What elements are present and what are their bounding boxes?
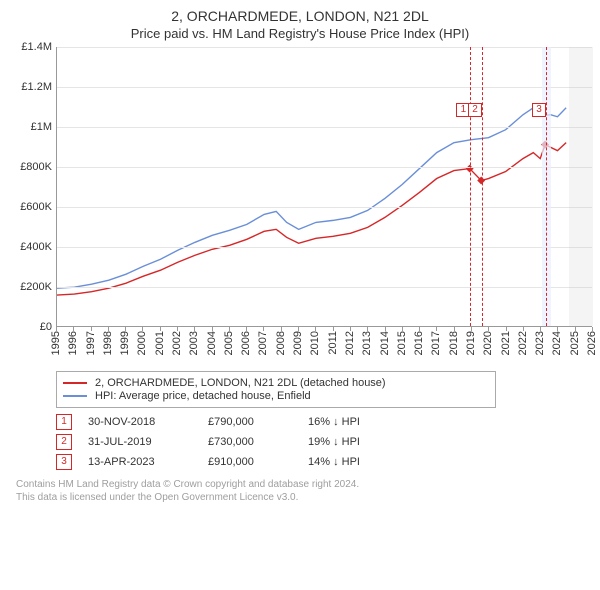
sale-marker-label: 3	[532, 103, 546, 117]
sale-number-box: 1	[56, 414, 72, 430]
y-tick-label: £1.4M	[21, 41, 52, 53]
sale-vline	[546, 47, 547, 326]
x-tick-label: 2008	[275, 331, 287, 355]
x-tick-label: 2000	[136, 331, 148, 355]
legend-swatch	[63, 395, 87, 397]
x-tick-label: 2021	[500, 331, 512, 355]
footnote-line1: Contains HM Land Registry data © Crown c…	[16, 479, 359, 490]
sale-date: 13-APR-2023	[88, 456, 208, 468]
x-tick-label: 2007	[257, 331, 269, 355]
sale-date: 30-NOV-2018	[88, 416, 208, 428]
gridline	[57, 47, 592, 48]
sales-table: 1 30-NOV-2018£790,00016% ↓ HPI 2 31-JUL-201…	[56, 414, 592, 470]
gridline	[57, 287, 592, 288]
sale-date: 31-JUL-2019	[88, 436, 208, 448]
gridline	[57, 127, 592, 128]
title-subtitle: Price paid vs. HM Land Registry's House …	[8, 26, 592, 41]
x-tick-label: 2011	[327, 331, 339, 355]
legend: 2, ORCHARDMEDE, LONDON, N21 2DL (detache…	[56, 371, 496, 408]
x-tick-label: 2023	[534, 331, 546, 355]
x-tick-label: 1997	[85, 331, 97, 355]
sale-number-box: 3	[56, 454, 72, 470]
titles: 2, ORCHARDMEDE, LONDON, N21 2DL Price pa…	[8, 8, 592, 41]
x-tick-label: 2019	[465, 331, 477, 355]
title-address: 2, ORCHARDMEDE, LONDON, N21 2DL	[8, 8, 592, 24]
sale-row: 1 30-NOV-2018£790,00016% ↓ HPI	[56, 414, 592, 430]
x-axis: 1995199619971998199920002001200220032004…	[56, 327, 592, 367]
x-tick-label: 2014	[379, 331, 391, 355]
sale-price: £790,000	[208, 416, 308, 428]
y-tick-label: £1.2M	[21, 81, 52, 93]
y-tick-label: £1M	[31, 121, 52, 133]
x-tick-label: 2026	[586, 331, 598, 355]
y-tick-label: £200K	[20, 281, 52, 293]
x-tick-label: 2020	[482, 331, 494, 355]
x-tick-label: 2013	[361, 331, 373, 355]
x-tick-label: 2009	[292, 331, 304, 355]
x-tick-label: 1998	[102, 331, 114, 355]
x-tick-label: 2018	[448, 331, 460, 355]
y-tick-label: £400K	[20, 241, 52, 253]
legend-row: 2, ORCHARDMEDE, LONDON, N21 2DL (detache…	[63, 377, 489, 389]
x-tick-label: 1995	[50, 331, 62, 355]
x-tick-label: 2012	[344, 331, 356, 355]
sale-row: 2 31-JUL-2019£730,00019% ↓ HPI	[56, 434, 592, 450]
hpi-line	[57, 108, 566, 288]
chart-container: 2, ORCHARDMEDE, LONDON, N21 2DL Price pa…	[0, 0, 600, 510]
legend-row: HPI: Average price, detached house, Enfi…	[63, 390, 489, 402]
y-tick-label: £600K	[20, 201, 52, 213]
x-tick-label: 2025	[569, 331, 581, 355]
gridline	[57, 247, 592, 248]
x-tick-label: 2002	[171, 331, 183, 355]
future-shade	[569, 47, 593, 326]
x-tick-label: 2022	[517, 331, 529, 355]
sale-number-box: 2	[56, 434, 72, 450]
sale-hpi-delta: 16% ↓ HPI	[308, 416, 360, 428]
line-chart-svg	[57, 47, 592, 326]
x-tick-label: 2016	[413, 331, 425, 355]
property-line	[57, 143, 566, 295]
x-tick-label: 2010	[309, 331, 321, 355]
y-tick-label: £800K	[20, 161, 52, 173]
sale-row: 3 13-APR-2023£910,00014% ↓ HPI	[56, 454, 592, 470]
x-tick-label: 2024	[551, 331, 563, 355]
x-tick-label: 1999	[119, 331, 131, 355]
sale-hpi-delta: 19% ↓ HPI	[308, 436, 360, 448]
sale-marker-label: 2	[468, 103, 482, 117]
gridline	[57, 167, 592, 168]
x-tick-label: 1996	[67, 331, 79, 355]
gridline	[57, 87, 592, 88]
x-tick-label: 2005	[223, 331, 235, 355]
footnote: Contains HM Land Registry data © Crown c…	[16, 478, 592, 504]
x-tick-label: 2001	[154, 331, 166, 355]
sale-price: £730,000	[208, 436, 308, 448]
x-tick-label: 2003	[188, 331, 200, 355]
legend-swatch	[63, 382, 87, 384]
x-tick-label: 2017	[430, 331, 442, 355]
gridline	[57, 207, 592, 208]
legend-label: HPI: Average price, detached house, Enfi…	[95, 390, 311, 402]
sale-vline	[470, 47, 471, 326]
x-tick-label: 2006	[240, 331, 252, 355]
sale-price: £910,000	[208, 456, 308, 468]
legend-label: 2, ORCHARDMEDE, LONDON, N21 2DL (detache…	[95, 377, 386, 389]
x-tick-label: 2004	[206, 331, 218, 355]
x-tick-label: 2015	[396, 331, 408, 355]
plot-area: 123	[56, 47, 592, 327]
y-axis: £0£200K£400K£600K£800K£1M£1.2M£1.4M	[8, 47, 54, 327]
footnote-line2: This data is licensed under the Open Gov…	[16, 492, 298, 503]
sale-vline	[482, 47, 483, 326]
sale-hpi-delta: 14% ↓ HPI	[308, 456, 360, 468]
chart-area: £0£200K£400K£600K£800K£1M£1.2M£1.4M 123 …	[8, 47, 592, 367]
